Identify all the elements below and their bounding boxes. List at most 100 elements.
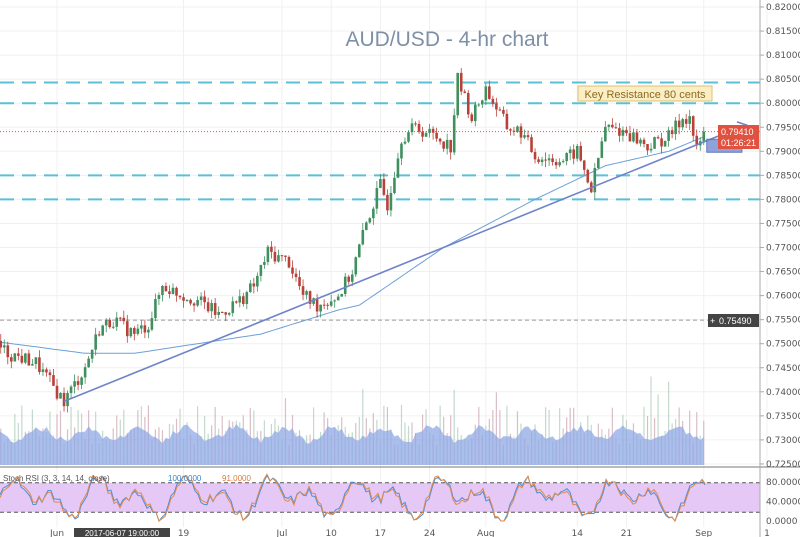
price-tick-label: 0.82000 <box>766 3 800 13</box>
candle-body <box>537 159 540 163</box>
candle-body <box>428 128 431 133</box>
volume-bar <box>657 394 659 465</box>
candle-body <box>199 296 203 301</box>
candle-body <box>301 286 305 295</box>
candle-body <box>512 130 516 132</box>
volume-bar <box>453 389 455 465</box>
price-tick-label: 0.81000 <box>766 51 800 61</box>
volume-bar <box>14 413 16 465</box>
candle-body <box>653 137 656 149</box>
time-axis[interactable]: Jun 19 Jul 10 17 24 Aug 14 21 Sep 1 <box>49 529 770 537</box>
crosshair-price-label: + 0.75490 <box>708 314 759 327</box>
stoch-rsi-label: Stoch RSI (3, 3, 14, 14, close) <box>3 474 110 483</box>
stoch-d-line <box>0 473 706 522</box>
candle-body <box>196 300 199 306</box>
time-tick-label: 21 <box>621 529 632 537</box>
candle-body <box>315 298 319 312</box>
price-tick-label: 0.80000 <box>766 99 800 109</box>
candle-body <box>277 255 280 262</box>
candle-body <box>544 159 547 161</box>
candle-body <box>375 187 379 209</box>
crosshair-date-label: 2017-06-07 19:00:00 <box>74 528 170 537</box>
candle-body <box>270 246 273 252</box>
candle-body <box>410 123 414 133</box>
candle-body <box>495 103 498 110</box>
annotation-text: Key Resistance 80 cents <box>584 89 706 101</box>
candles-layer <box>0 68 706 413</box>
time-tick-label: Jun <box>49 529 64 537</box>
candle-body <box>361 229 365 245</box>
price-tick-label: 0.79000 <box>766 147 800 157</box>
candle-body <box>27 353 31 366</box>
candle-body <box>449 139 452 153</box>
candle-body <box>308 291 312 304</box>
candle-body <box>554 161 558 166</box>
chart-title: AUD/USD - 4-hr chart <box>345 28 548 51</box>
candle-body <box>238 296 242 303</box>
candle-body <box>463 91 467 93</box>
candle-body <box>343 276 347 295</box>
volume-bar <box>21 405 23 465</box>
price-tick-label: 0.81500 <box>766 27 800 37</box>
candle-body <box>586 169 590 183</box>
plus-icon[interactable]: + <box>710 316 715 326</box>
candle-body <box>597 157 600 169</box>
candle-body <box>357 244 361 258</box>
candle-body <box>115 317 119 327</box>
candle-body <box>203 296 206 303</box>
candle-body <box>234 301 238 303</box>
volume-bar <box>204 415 206 465</box>
candle-body <box>674 120 677 135</box>
candle-body <box>161 285 164 296</box>
candle-body <box>20 355 24 363</box>
annotation-key-resistance[interactable]: Key Resistance 80 cents <box>577 85 713 102</box>
candle-body <box>533 152 537 160</box>
moving-average-layer <box>0 136 704 354</box>
volume-bar <box>362 389 364 465</box>
candle-body <box>164 285 168 292</box>
candle-body <box>639 139 642 144</box>
trendline-layer[interactable] <box>63 121 748 403</box>
candle-body <box>48 372 52 376</box>
candle-body <box>104 319 108 326</box>
candle-body <box>691 116 695 136</box>
candle-body <box>284 255 287 257</box>
candle-body <box>6 345 10 358</box>
price-axis[interactable]: 0.82000 0.81500 0.81000 0.80500 0.80000 0.795… <box>760 3 800 527</box>
candle-body <box>83 367 87 378</box>
candle-body <box>561 161 565 163</box>
candle-body <box>445 139 449 149</box>
candle-body <box>379 178 382 188</box>
candle-body <box>140 325 143 329</box>
candle-body <box>382 178 386 195</box>
candle-body <box>516 126 519 132</box>
candle-body <box>231 301 235 313</box>
price-tick-label: 0.74500 <box>766 364 800 374</box>
candle-body <box>660 138 663 147</box>
time-tick-label: 14 <box>571 529 583 537</box>
candle-body <box>213 303 217 315</box>
candle-body <box>252 283 256 287</box>
price-tick-label: 0.76000 <box>766 292 800 302</box>
price-tick-label: 0.74000 <box>766 388 800 398</box>
candle-body <box>245 292 249 304</box>
bar-countdown: 01:26:21 <box>721 138 756 148</box>
candle-body <box>210 303 213 312</box>
candle-body <box>73 381 76 387</box>
candle-body <box>400 143 403 159</box>
price-tick-label: 0.76500 <box>766 268 800 278</box>
price-tick-label: 0.78000 <box>766 195 800 205</box>
candle-body <box>0 340 3 348</box>
candle-body <box>133 328 136 334</box>
candle-body <box>266 246 270 263</box>
candle-body <box>625 129 628 134</box>
price-tick-label: 0.75000 <box>766 340 800 350</box>
candle-body <box>614 127 618 129</box>
price-tick-label: 0.77000 <box>766 244 800 254</box>
volume-bar <box>548 410 550 465</box>
time-tick-label: 24 <box>424 529 436 537</box>
candle-body <box>466 92 470 115</box>
candle-body <box>143 325 147 333</box>
price-tick-label: 0.77500 <box>766 219 800 229</box>
